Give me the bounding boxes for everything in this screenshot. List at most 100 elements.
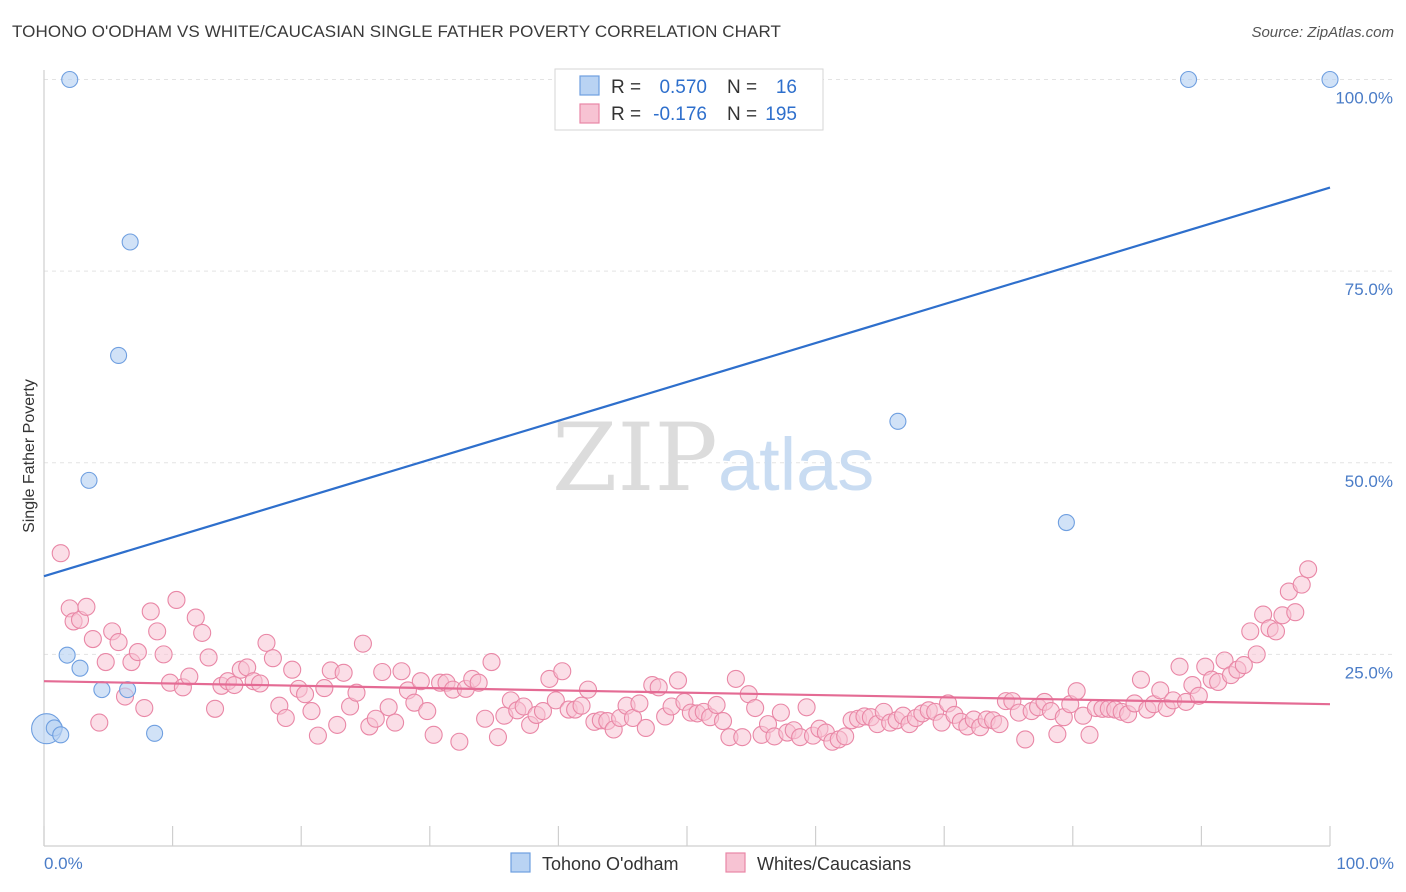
stats-pink-r-label: R = xyxy=(611,104,641,125)
tohono-oodham-point-4 xyxy=(58,646,76,664)
stats-blue-r-value: 0.570 xyxy=(659,77,707,98)
tohono-oodham-point-8 xyxy=(110,346,128,364)
tohono-oodham-point-6 xyxy=(80,471,98,489)
legend-swatch-whites-caucasians xyxy=(725,852,746,873)
whites-caucasians-point-90 xyxy=(630,694,649,713)
whites-caucasians-point-52 xyxy=(386,713,405,732)
y-tick-label-25: 25.0% xyxy=(1345,663,1393,682)
tohono-oodham-point-10 xyxy=(121,233,139,251)
whites-caucasians-point-171 xyxy=(1151,681,1170,700)
whites-caucasians-point-6 xyxy=(90,713,109,732)
y-tick-label-100: 100.0% xyxy=(1335,89,1393,108)
whites-caucasians-point-192 xyxy=(1286,603,1305,622)
whites-caucasians-point-47 xyxy=(353,634,372,653)
tohono-oodham-point-14 xyxy=(1179,70,1198,89)
whites-caucasians-point-16 xyxy=(154,645,173,664)
whites-caucasians-point-21 xyxy=(186,608,205,627)
whites-caucasians-point-51 xyxy=(379,698,398,717)
tohono-oodham-point-12 xyxy=(889,412,907,430)
whites-caucasians-point-106 xyxy=(733,728,752,747)
stats-blue-swatch xyxy=(579,75,600,96)
whites-caucasians-point-116 xyxy=(797,698,816,717)
whites-caucasians-point-15 xyxy=(148,622,167,641)
whites-caucasians-point-12 xyxy=(128,643,147,662)
whites-caucasians-point-32 xyxy=(257,633,276,652)
x-tick-label-min: 0.0% xyxy=(44,854,83,873)
whites-caucasians-trend-line xyxy=(43,680,1331,706)
whites-caucasians-point-22 xyxy=(193,623,212,642)
whites-caucasians-point-66 xyxy=(476,709,495,728)
whites-caucasians-point-20 xyxy=(180,667,199,686)
whites-caucasians-point-43 xyxy=(328,715,347,734)
whites-caucasians-point-184 xyxy=(1234,656,1253,675)
stats-blue-n-label: N = xyxy=(727,77,757,98)
tohono-oodham-points xyxy=(31,70,1339,745)
tohono-oodham-point-15 xyxy=(1321,70,1339,89)
tohono-oodham-point-11 xyxy=(146,724,164,742)
whites-caucasians-point-194 xyxy=(1299,560,1318,579)
whites-caucasians-point-0 xyxy=(51,544,70,563)
whites-caucasians-point-96 xyxy=(668,671,688,690)
stats-pink-n-label: N = xyxy=(727,104,757,125)
tohono-oodham-point-2 xyxy=(52,726,70,744)
whites-caucasians-point-82 xyxy=(578,680,598,699)
whites-caucasians-point-23 xyxy=(199,648,218,667)
whites-caucasians-point-68 xyxy=(488,728,508,747)
whites-caucasians-point-44 xyxy=(334,663,353,682)
whites-caucasians-point-75 xyxy=(533,702,553,721)
whites-caucasians-point-158 xyxy=(1067,682,1086,701)
stats-pink-swatch xyxy=(579,103,600,124)
x-tick-label-max: 100.0% xyxy=(1336,854,1394,873)
tohono-oodham-trend-line xyxy=(43,186,1331,578)
whites-caucasians-point-53 xyxy=(392,662,411,681)
whites-caucasians-point-55 xyxy=(405,693,424,712)
whites-caucasians-points xyxy=(51,544,1318,751)
whites-caucasians-point-41 xyxy=(315,679,334,698)
trend-lines xyxy=(43,186,1331,706)
whites-caucasians-point-189 xyxy=(1266,622,1286,641)
legend-swatch-tohono-oodham xyxy=(510,852,531,873)
whites-caucasians-point-186 xyxy=(1247,645,1266,664)
whites-caucasians-point-35 xyxy=(276,708,295,728)
whites-caucasians-point-77 xyxy=(546,691,565,710)
whites-caucasians-point-78 xyxy=(553,662,572,681)
whites-caucasians-point-7 xyxy=(96,652,115,672)
whites-caucasians-point-108 xyxy=(746,698,765,718)
stats-blue-n-value: 16 xyxy=(776,77,797,98)
whites-caucasians-point-50 xyxy=(373,662,392,682)
stats-box-frame xyxy=(554,68,824,131)
whites-caucasians-point-177 xyxy=(1189,686,1208,705)
chart-title: TOHONO O'ODHAM VS WHITE/CAUCASIAN SINGLE… xyxy=(12,22,782,41)
tohono-oodham-point-13 xyxy=(1057,513,1075,532)
stats-pink-r-value: -0.176 xyxy=(653,104,707,125)
whites-caucasians-point-105 xyxy=(726,669,745,688)
watermark-zip: ZIP xyxy=(552,404,718,513)
whites-caucasians-point-31 xyxy=(250,674,270,693)
gridlines xyxy=(44,79,1395,655)
whites-caucasians-point-58 xyxy=(424,725,443,744)
whites-caucasians-point-103 xyxy=(713,712,733,731)
whites-caucasians-point-62 xyxy=(450,732,469,751)
whites-caucasians-point-174 xyxy=(1170,657,1189,676)
whites-caucasians-point-33 xyxy=(263,649,282,668)
tohono-oodham-point-5 xyxy=(71,659,89,677)
whites-caucasians-point-65 xyxy=(469,673,488,692)
tohono-oodham-point-3 xyxy=(61,70,79,89)
legend: Tohono O'odham Whites/Caucasians xyxy=(510,852,911,874)
whites-caucasians-point-39 xyxy=(302,702,321,721)
whites-caucasians-point-57 xyxy=(418,702,437,721)
whites-caucasians-point-185 xyxy=(1241,622,1260,641)
whites-caucasians-point-81 xyxy=(572,696,591,715)
y-tick-label-75: 75.0% xyxy=(1345,280,1393,299)
whites-caucasians-point-38 xyxy=(296,685,315,704)
whites-caucasians-point-56 xyxy=(411,672,430,691)
whites-caucasians-point-5 xyxy=(83,629,102,649)
tohono-oodham-point-7 xyxy=(93,681,111,699)
whites-caucasians-point-155 xyxy=(1048,725,1067,744)
watermark: ZIP atlas xyxy=(552,404,874,513)
y-axis-title: Single Father Poverty xyxy=(21,379,38,533)
whites-caucasians-point-67 xyxy=(482,652,501,672)
whites-caucasians-point-18 xyxy=(167,590,186,610)
whites-caucasians-point-36 xyxy=(283,660,302,679)
